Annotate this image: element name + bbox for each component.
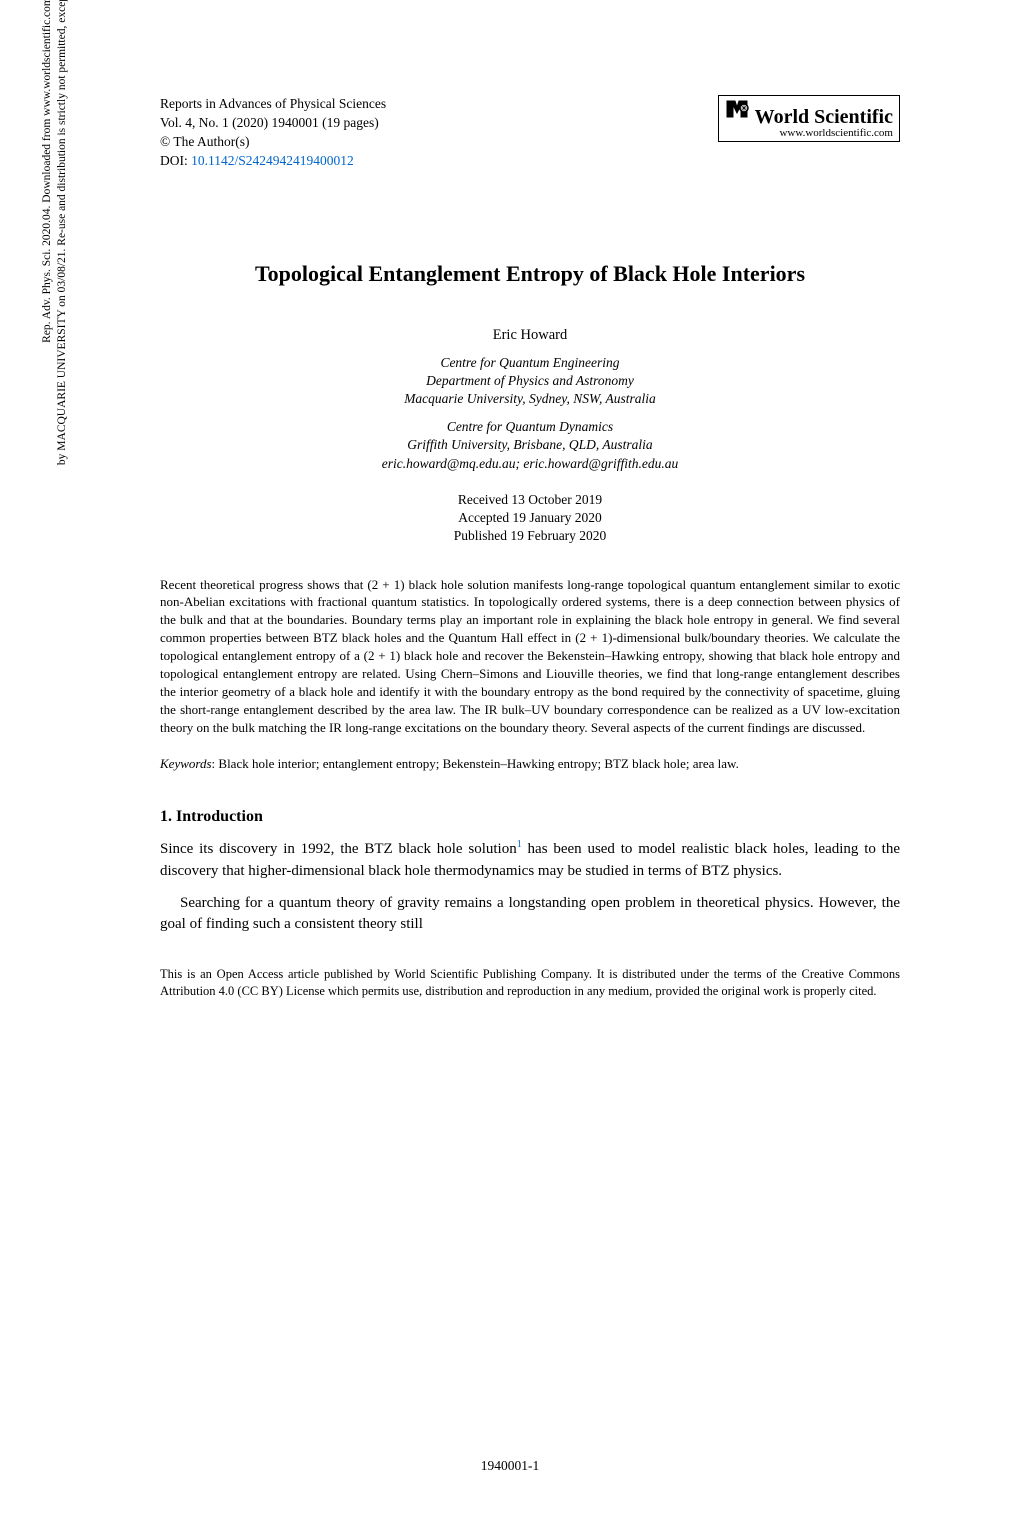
date-published: Published 19 February 2020 [160,527,900,545]
page-number: 1940001-1 [0,1458,1020,1474]
affil1-line1: Centre for Quantum Engineering [160,354,900,372]
affiliation-block-2: Centre for Quantum Dynamics Griffith Uni… [160,418,900,473]
dates-block: Received 13 October 2019 Accepted 19 Jan… [160,491,900,546]
side-line1: Rep. Adv. Phys. Sci. 2020.04. Downloaded… [41,0,53,343]
section-1-para-2: Searching for a quantum theory of gravit… [160,893,900,937]
affil2-line3: eric.howard@mq.edu.au; eric.howard@griff… [160,455,900,473]
affil1-line3: Macquarie University, Sydney, NSW, Austr… [160,390,900,408]
affil2-line1: Centre for Quantum Dynamics [160,418,900,436]
section-1-heading: 1. Introduction [160,808,900,826]
doi-link[interactable]: 10.1142/S2424942419400012 [191,153,354,168]
affil1-line2: Department of Physics and Astronomy [160,372,900,390]
author-name: Eric Howard [160,327,900,344]
side-line2: by MACQUARIE UNIVERSITY on 03/08/21. Re-… [56,0,68,465]
publisher-logo-box: World Scientific www.worldscientific.com [718,95,900,142]
world-scientific-icon [725,99,751,121]
journal-doi-line: DOI: 10.1142/S2424942419400012 [160,152,900,171]
page-content: World Scientific www.worldscientific.com… [0,0,1020,1060]
section-1-para-1: Since its discovery in 1992, the BTZ bla… [160,838,900,883]
doi-label: DOI: [160,153,191,168]
open-access-footnote: This is an Open Access article published… [160,966,900,1000]
affiliation-block-1: Centre for Quantum Engineering Departmen… [160,354,900,409]
publisher-name: World Scientific [755,106,893,128]
publisher-url: www.worldscientific.com [725,127,893,139]
paper-title: Topological Entanglement Entropy of Blac… [160,261,900,287]
keywords-label: Keywords [160,756,212,771]
keywords-text: : Black hole interior; entanglement entr… [212,756,739,771]
keywords-block: Keywords: Black hole interior; entanglem… [160,755,900,773]
affil2-line2: Griffith University, Brisbane, QLD, Aust… [160,436,900,454]
publisher-logo-block: World Scientific www.worldscientific.com [718,95,900,142]
download-attribution: Rep. Adv. Phys. Sci. 2020.04. Downloaded… [40,0,70,470]
abstract-text: Recent theoretical progress shows that (… [160,576,900,737]
date-received: Received 13 October 2019 [160,491,900,509]
para1-text-a: Since its discovery in 1992, the BTZ bla… [160,841,517,857]
date-accepted: Accepted 19 January 2020 [160,509,900,527]
